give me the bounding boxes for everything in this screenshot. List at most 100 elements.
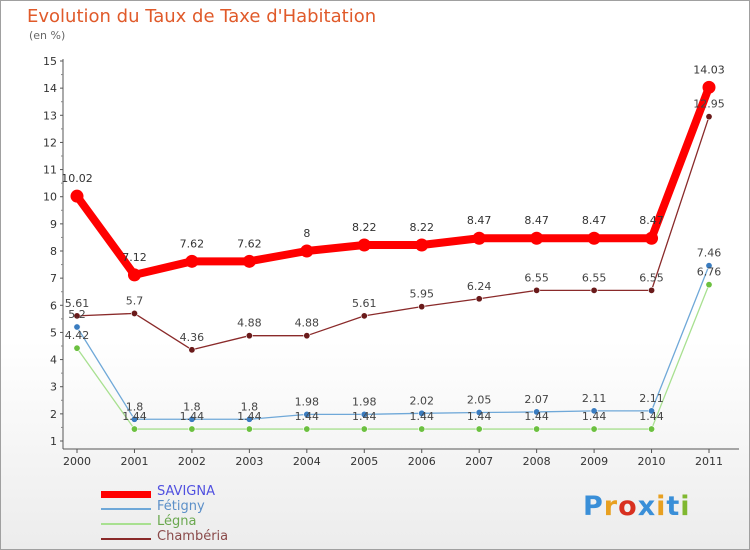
legend-swatch	[101, 538, 151, 540]
x-tick-label: 2003	[235, 455, 263, 468]
data-label: 8.22	[409, 221, 434, 234]
series-point-0	[70, 189, 84, 203]
chart-title: Evolution du Taux de Taxe d'Habitation	[27, 6, 377, 27]
y-tick-label: 11	[43, 164, 57, 177]
data-label: 1.44	[180, 410, 205, 423]
x-tick-label: 2005	[350, 455, 378, 468]
series-point-0	[645, 231, 659, 245]
x-tick-label: 2000	[63, 455, 91, 468]
data-label: 7.12	[122, 251, 147, 264]
brand-letter: x	[637, 491, 657, 522]
series-point-1	[475, 408, 483, 416]
legend-label: Chambéria	[157, 529, 229, 544]
data-label: 7.62	[237, 237, 262, 250]
x-tick-label: 2001	[120, 455, 148, 468]
data-label: 6.24	[467, 280, 492, 293]
data-label: 1.98	[295, 395, 320, 408]
legend-label: SAVIGNA	[157, 484, 215, 499]
data-label: 8.22	[352, 221, 377, 234]
data-label: 5.95	[409, 288, 434, 301]
data-label: 2.05	[467, 394, 492, 407]
series-point-2	[188, 425, 196, 433]
x-tick-label: 2010	[638, 455, 666, 468]
series-point-2	[130, 425, 138, 433]
data-label: 10.02	[61, 172, 93, 185]
data-label: 2.11	[639, 392, 664, 405]
series-point-2	[360, 425, 368, 433]
data-label: 5.7	[126, 294, 144, 307]
series-point-1	[245, 415, 253, 423]
series-point-2	[418, 425, 426, 433]
series-point-1	[73, 323, 81, 331]
data-label: 1.44	[582, 410, 607, 423]
data-label: 2.11	[582, 392, 607, 405]
series-point-1	[360, 410, 368, 418]
series-point-1	[590, 407, 598, 415]
series-point-2	[648, 425, 656, 433]
y-tick-label: 7	[50, 272, 57, 285]
data-label: 4.88	[237, 317, 262, 330]
data-label: 1.44	[524, 410, 549, 423]
series-point-3	[590, 286, 598, 294]
legend-label: Fétigny	[157, 499, 205, 514]
series-point-0	[702, 80, 716, 94]
data-label: 1.44	[352, 410, 377, 423]
y-tick-label: 5	[50, 326, 57, 339]
series-point-2	[73, 344, 81, 352]
y-tick-label: 14	[43, 82, 57, 95]
y-tick-label: 3	[50, 381, 57, 394]
data-label: 1.98	[352, 395, 377, 408]
data-label: 8.47	[467, 214, 492, 227]
brand-letter: i	[656, 491, 667, 522]
series-line-3	[76, 116, 710, 351]
data-label: 6.55	[582, 271, 607, 284]
series-point-3	[303, 332, 311, 340]
x-tick-label: 2009	[580, 455, 608, 468]
data-label: 8	[303, 227, 310, 240]
chart-data-labels: 10.02 7.12 7.62 7.62 8 8.22 8.22 8.47 8.47 8.47 8.…	[61, 63, 725, 423]
series-point-0	[587, 231, 601, 245]
series-point-0	[242, 254, 256, 268]
legend-swatch	[101, 490, 151, 498]
data-label: 2.07	[524, 393, 549, 406]
series-point-3	[418, 303, 426, 311]
data-label: 7.46	[697, 247, 722, 260]
series-point-0	[300, 244, 314, 258]
chart-series	[70, 80, 716, 433]
legend-swatch	[101, 508, 151, 510]
series-point-0	[185, 254, 199, 268]
data-label: 1.44	[409, 410, 434, 423]
x-tick-label: 2002	[178, 455, 206, 468]
series-line-2	[76, 284, 710, 430]
x-tick-label: 2006	[408, 455, 436, 468]
series-point-1	[648, 407, 656, 415]
series-point-0	[415, 238, 429, 252]
data-label: 4.36	[180, 331, 205, 344]
data-label: 1.44	[237, 410, 262, 423]
data-label: 5.61	[65, 297, 90, 310]
data-label: 4.88	[295, 317, 320, 330]
data-label: 8.47	[639, 214, 664, 227]
x-tick-label: 2011	[695, 455, 723, 468]
data-label: 6.55	[639, 271, 664, 284]
series-point-2	[705, 281, 713, 289]
brand-logo: Proxiti	[583, 491, 691, 522]
series-point-3	[245, 332, 253, 340]
legend-label: Légna	[157, 514, 197, 529]
data-label: 14.03	[693, 63, 725, 76]
series-point-1	[188, 415, 196, 423]
y-tick-label: 2	[50, 408, 57, 421]
data-label: 1.44	[122, 410, 147, 423]
series-point-3	[533, 286, 541, 294]
series-point-0	[472, 231, 486, 245]
series-point-0	[357, 238, 371, 252]
series-point-3	[130, 309, 138, 317]
y-tick-label: 9	[50, 218, 57, 231]
data-label: 12.95	[693, 98, 725, 111]
y-tick-label: 12	[43, 136, 57, 149]
series-point-0	[127, 268, 141, 282]
series-point-3	[188, 346, 196, 354]
